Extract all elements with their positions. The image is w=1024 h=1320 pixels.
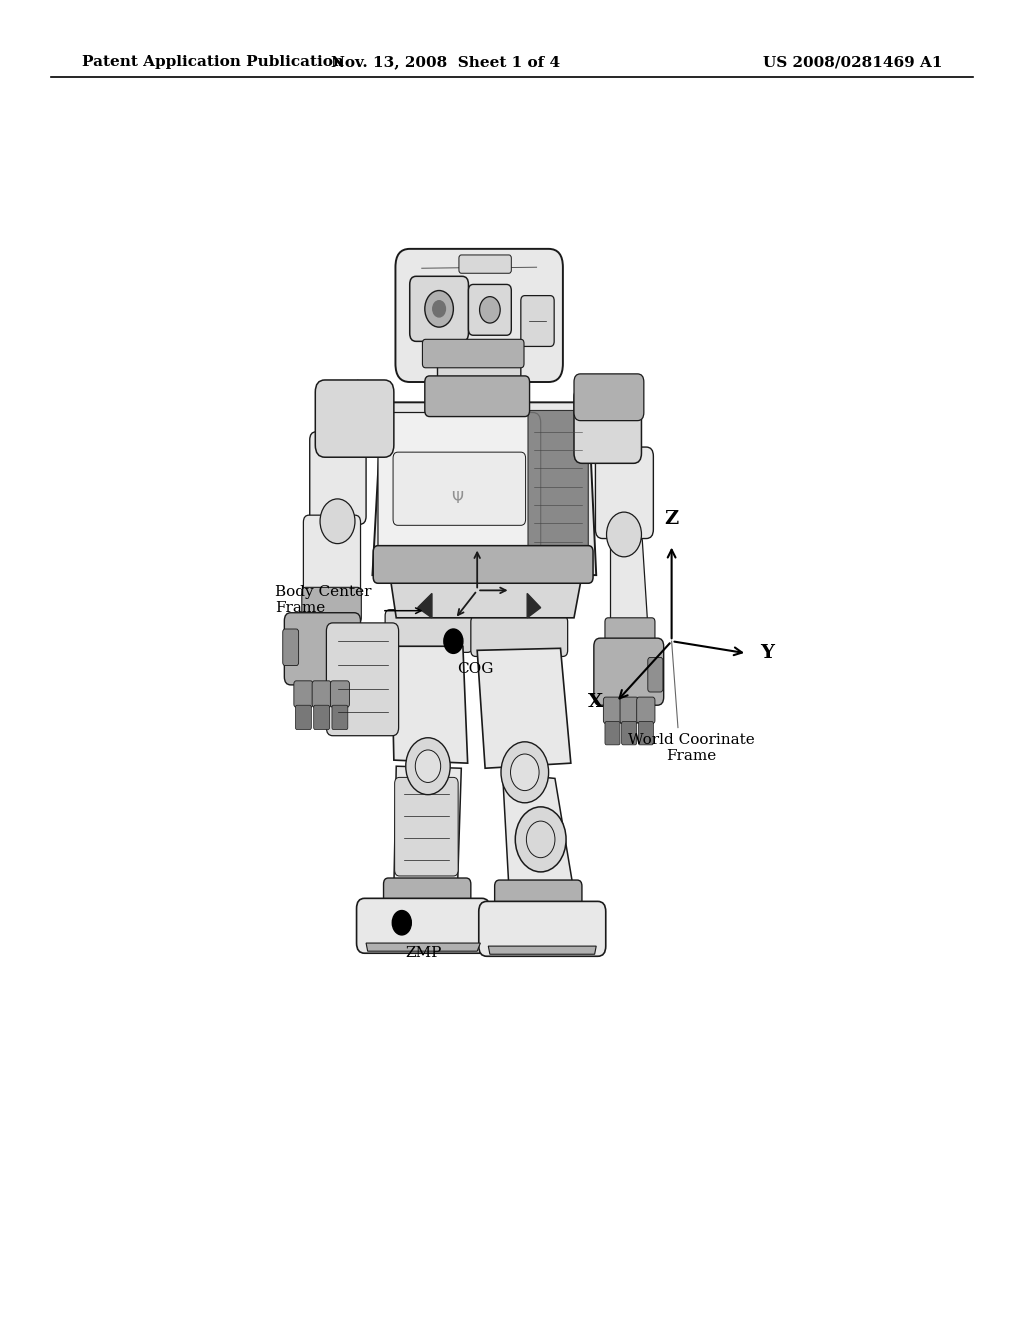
FancyBboxPatch shape	[459, 255, 511, 273]
FancyBboxPatch shape	[393, 453, 525, 525]
FancyBboxPatch shape	[327, 623, 398, 735]
FancyBboxPatch shape	[394, 777, 458, 876]
Polygon shape	[367, 942, 480, 952]
FancyBboxPatch shape	[528, 411, 588, 561]
FancyBboxPatch shape	[315, 380, 394, 457]
FancyBboxPatch shape	[620, 697, 638, 723]
FancyBboxPatch shape	[574, 374, 644, 421]
Circle shape	[406, 738, 451, 795]
FancyBboxPatch shape	[479, 902, 606, 956]
FancyBboxPatch shape	[313, 705, 330, 730]
FancyBboxPatch shape	[296, 705, 311, 730]
FancyBboxPatch shape	[332, 705, 348, 730]
FancyBboxPatch shape	[423, 339, 524, 368]
FancyBboxPatch shape	[425, 376, 529, 417]
Polygon shape	[418, 594, 432, 618]
Circle shape	[511, 754, 539, 791]
Text: US 2008/0281469 A1: US 2008/0281469 A1	[763, 55, 942, 70]
FancyBboxPatch shape	[594, 638, 664, 705]
Polygon shape	[488, 946, 596, 954]
Polygon shape	[477, 648, 570, 768]
Circle shape	[321, 499, 355, 544]
FancyBboxPatch shape	[521, 296, 554, 346]
Text: Body Center
Frame: Body Center Frame	[274, 585, 372, 615]
Polygon shape	[331, 380, 358, 434]
Text: COG: COG	[458, 661, 494, 676]
Text: Patent Application Publication: Patent Application Publication	[82, 55, 344, 70]
FancyBboxPatch shape	[302, 587, 361, 623]
FancyBboxPatch shape	[605, 618, 655, 648]
Circle shape	[606, 512, 641, 557]
Text: Nov. 13, 2008  Sheet 1 of 4: Nov. 13, 2008 Sheet 1 of 4	[331, 55, 560, 70]
FancyBboxPatch shape	[574, 387, 641, 463]
Polygon shape	[503, 774, 574, 892]
FancyBboxPatch shape	[410, 276, 468, 342]
Text: Ψ: Ψ	[452, 491, 463, 507]
Circle shape	[515, 807, 566, 873]
Circle shape	[433, 301, 445, 317]
FancyBboxPatch shape	[637, 697, 655, 723]
FancyBboxPatch shape	[622, 722, 637, 744]
FancyBboxPatch shape	[378, 412, 541, 565]
FancyBboxPatch shape	[595, 447, 653, 539]
Circle shape	[425, 290, 454, 327]
FancyBboxPatch shape	[471, 615, 567, 656]
FancyBboxPatch shape	[437, 359, 521, 392]
FancyBboxPatch shape	[495, 880, 582, 921]
FancyBboxPatch shape	[468, 284, 511, 335]
Circle shape	[526, 821, 555, 858]
Text: Z: Z	[665, 511, 679, 528]
Circle shape	[479, 297, 500, 323]
FancyBboxPatch shape	[303, 515, 360, 602]
Polygon shape	[610, 536, 648, 626]
FancyBboxPatch shape	[603, 697, 622, 723]
FancyBboxPatch shape	[373, 545, 593, 583]
Text: Y: Y	[760, 644, 774, 663]
FancyBboxPatch shape	[605, 722, 620, 744]
Text: World Coorinate
Frame: World Coorinate Frame	[628, 733, 755, 763]
Text: [Fig. 1]: [Fig. 1]	[495, 298, 555, 315]
Text: X: X	[588, 693, 603, 711]
FancyBboxPatch shape	[356, 899, 489, 953]
FancyBboxPatch shape	[385, 610, 472, 652]
FancyBboxPatch shape	[294, 681, 313, 708]
FancyBboxPatch shape	[384, 878, 471, 919]
FancyBboxPatch shape	[331, 681, 349, 708]
Polygon shape	[373, 403, 596, 576]
Polygon shape	[390, 576, 582, 618]
FancyBboxPatch shape	[309, 432, 367, 524]
FancyBboxPatch shape	[283, 630, 299, 665]
Circle shape	[416, 750, 440, 783]
Text: ZMP: ZMP	[406, 946, 442, 960]
Circle shape	[443, 630, 463, 653]
Polygon shape	[445, 364, 509, 384]
FancyBboxPatch shape	[285, 612, 360, 685]
Polygon shape	[391, 647, 468, 763]
FancyBboxPatch shape	[638, 722, 653, 744]
Polygon shape	[394, 766, 461, 892]
FancyBboxPatch shape	[648, 657, 663, 692]
FancyBboxPatch shape	[312, 681, 331, 708]
FancyBboxPatch shape	[395, 249, 563, 381]
Circle shape	[501, 742, 549, 803]
Polygon shape	[527, 594, 541, 618]
Circle shape	[392, 911, 412, 935]
